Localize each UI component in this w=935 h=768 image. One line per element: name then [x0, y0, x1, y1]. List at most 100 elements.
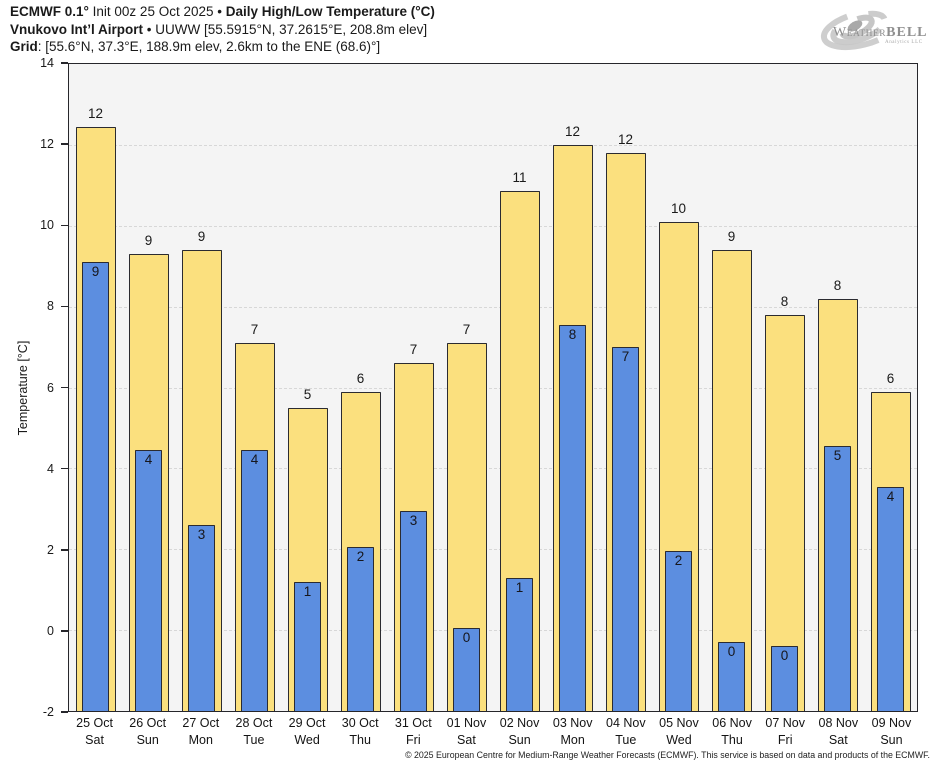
title-init: Init 00z 25 Oct 2025 •	[88, 4, 226, 19]
x-tick-label: 30 Oct Thu	[334, 715, 387, 749]
x-tick-label: 09 Nov Sun	[865, 715, 918, 749]
high-bar	[711, 250, 752, 711]
low-bar: 9	[82, 262, 109, 711]
high-value-label: 7	[462, 322, 471, 338]
gridline-4	[69, 468, 917, 470]
low-bar: 0	[453, 628, 480, 711]
y-tick-mark	[61, 224, 68, 226]
y-tick-mark	[61, 143, 68, 145]
title-model: ECMWF 0.1°	[10, 4, 89, 19]
x-tick-day: Tue	[615, 733, 637, 747]
logo-subtext: Analytics LLC	[885, 40, 923, 45]
x-tick-date: 02 Nov	[499, 716, 540, 730]
low-value-label: 9	[91, 264, 100, 280]
y-tick-mark	[61, 62, 68, 64]
bar-group: 2 10	[652, 64, 705, 711]
y-tick-label: 14	[40, 56, 54, 70]
low-bar: 8	[559, 324, 586, 711]
y-tick-label: 2	[47, 542, 54, 557]
gridline-12	[69, 144, 917, 146]
y-tick-label: 8	[47, 299, 54, 314]
low-bar: 3	[188, 524, 215, 711]
x-tick-label: 28 Oct Tue	[227, 715, 280, 749]
x-tick-date: 03 Nov	[552, 716, 593, 730]
low-bar: 7	[612, 347, 639, 711]
low-bar: 4	[135, 450, 162, 711]
high-value-label: 12	[617, 131, 634, 147]
bar-group: 1 11	[493, 64, 546, 711]
x-tick-date: 05 Nov	[659, 716, 699, 730]
low-value-label: 2	[674, 553, 683, 569]
low-bar: 0	[718, 642, 745, 711]
gridline-0	[69, 630, 917, 632]
high-value-label: 5	[303, 386, 312, 402]
x-tick-day: Thu	[721, 733, 743, 747]
x-tick-day: Sun	[880, 733, 903, 747]
gridline-2	[69, 549, 917, 551]
low-value-label: 3	[409, 512, 418, 528]
high-value-label: 9	[144, 233, 153, 249]
y-axis: 14 12 10 8 6 4 2 0 -2	[0, 56, 68, 719]
gridline-8	[69, 306, 917, 308]
logo-swirl-eye	[847, 20, 863, 32]
x-tick-day: Mon	[560, 733, 585, 747]
x-tick-day: Sun	[508, 733, 531, 747]
x-tick-date: 04 Nov	[606, 716, 646, 730]
y-tick-label: 0	[47, 623, 54, 638]
chart-header: ECMWF 0.1° Init 00z 25 Oct 2025 • Daily …	[10, 3, 435, 56]
x-tick-date: 06 Nov	[712, 716, 752, 730]
x-tick-day: Mon	[188, 733, 213, 747]
x-tick-day: Thu	[349, 733, 371, 747]
y-tick-label: -2	[42, 705, 54, 719]
low-value-label: 0	[780, 648, 789, 664]
x-tick-label: 05 Nov Wed	[652, 715, 705, 749]
high-value-label: 6	[886, 370, 895, 386]
x-tick-date: 27 Oct	[182, 716, 220, 730]
low-value-label: 0	[727, 644, 736, 660]
title-line-1: ECMWF 0.1° Init 00z 25 Oct 2025 • Daily …	[10, 3, 435, 21]
high-value-label: 6	[356, 370, 365, 386]
x-tick-label: 26 Oct Sun	[121, 715, 174, 749]
high-value-label: 7	[409, 342, 418, 358]
x-tick-label: 08 Nov Sat	[812, 715, 865, 749]
x-axis: 25 Oct Sat 26 Oct Sun 27 Oct Mon 28 Oct Tue 29 O…	[68, 715, 918, 753]
x-tick-date: 29 Oct	[288, 716, 326, 730]
gridline-10	[69, 225, 917, 227]
low-bar: 3	[400, 510, 427, 711]
high-value-label: 12	[564, 123, 581, 139]
copyright-notice: © 2025 European Centre for Medium-Range …	[405, 750, 930, 760]
weatherbell-logo: WEATHERBELL Analytics LLC	[817, 5, 929, 53]
x-tick-label: 27 Oct Mon	[174, 715, 227, 749]
plot-area: 9 12 4 9 3 9 4 7 1 5 2 6 3 7 0 7 1 11 8 12 7 12 2 10 0 9 0 8 5 8 4 6	[68, 63, 918, 712]
x-tick-label: 02 Nov Sun	[493, 715, 546, 749]
low-bar: 4	[877, 486, 904, 711]
gridline-6	[69, 387, 917, 389]
low-value-label: 0	[462, 630, 471, 646]
y-tick-mark	[61, 711, 68, 713]
low-bar: 5	[824, 446, 851, 711]
y-tick-label: 4	[47, 461, 54, 476]
high-bar	[764, 314, 805, 711]
low-value-label: 5	[833, 448, 842, 464]
y-tick-label: 10	[40, 218, 54, 233]
y-tick-mark	[61, 630, 68, 632]
x-tick-date: 07 Nov	[765, 716, 805, 730]
station-coords: • UUWW [55.5915°N, 37.2615°E, 208.8m ele…	[143, 21, 428, 37]
logo-swirl-icon: WEATHERBELL Analytics LLC	[820, 7, 927, 51]
x-tick-date: 30 Oct	[341, 716, 379, 730]
low-value-label: 4	[144, 452, 153, 468]
station-name: Vnukovo Int’l Airport	[10, 21, 143, 37]
x-tick-day: Sat	[828, 733, 848, 747]
x-tick-date: 09 Nov	[871, 716, 912, 730]
low-bar: 1	[506, 577, 533, 711]
low-value-label: 7	[621, 349, 630, 365]
high-value-label: 7	[250, 322, 259, 338]
x-tick-date: 08 Nov	[818, 716, 859, 730]
